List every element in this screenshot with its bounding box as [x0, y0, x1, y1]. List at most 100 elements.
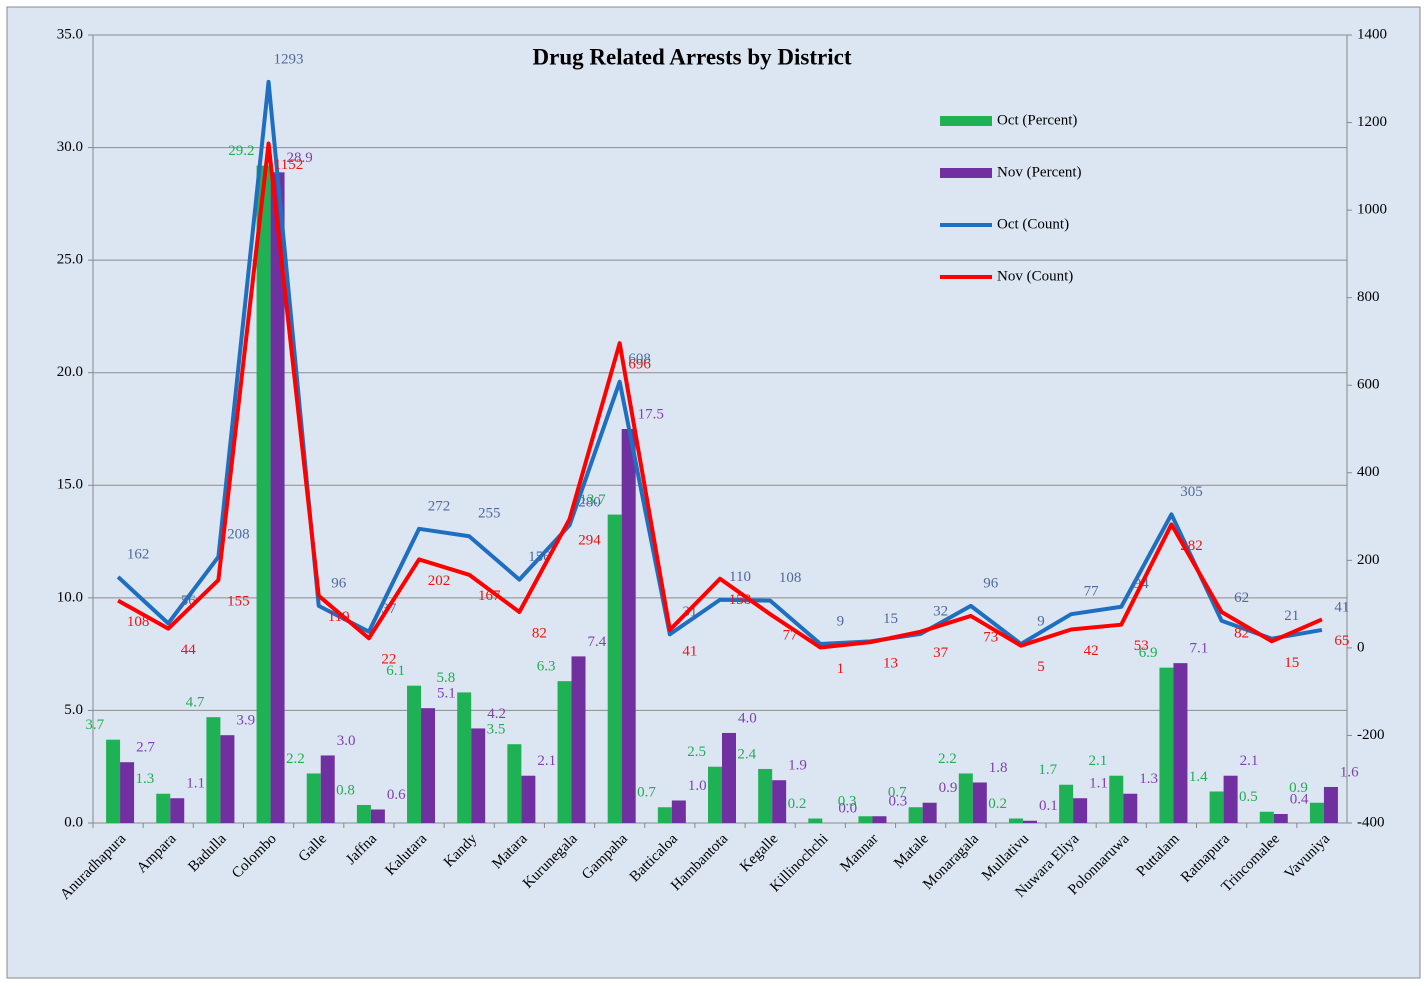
y-tick-label: 35.0 [57, 26, 83, 42]
data-label: 9 [837, 613, 845, 629]
data-label: 0.0 [838, 800, 857, 816]
bar [621, 429, 636, 823]
data-label: 1.0 [688, 778, 707, 794]
data-label: 44 [181, 642, 197, 658]
bar [156, 793, 171, 823]
bar [120, 762, 135, 823]
legend-swatch [940, 168, 992, 178]
bar [958, 773, 973, 823]
data-label: 280 [578, 495, 601, 511]
y2-tick-label: 800 [1357, 289, 1380, 305]
y-tick-label: 20.0 [57, 364, 83, 380]
data-label: 21 [1284, 608, 1299, 624]
bar [607, 514, 622, 823]
bar [471, 728, 486, 823]
data-label: 1.7 [1038, 762, 1057, 778]
data-label: 3.0 [337, 733, 356, 749]
data-label: 96 [983, 575, 999, 591]
bar [1209, 791, 1224, 823]
chart-title: Drug Related Arrests by District [533, 44, 852, 69]
data-label: 3.5 [487, 722, 506, 738]
data-label: 15 [883, 611, 898, 627]
bar [220, 735, 235, 823]
y2-tick-label: -200 [1357, 727, 1385, 743]
data-label: 1.8 [989, 760, 1008, 776]
bar [722, 732, 736, 823]
data-label: 42 [1084, 643, 1099, 659]
bar [657, 807, 672, 823]
data-label: 77 [1084, 584, 1100, 600]
data-label: 155 [227, 593, 250, 609]
data-label: 110 [729, 569, 751, 585]
data-label: 3.9 [236, 713, 255, 729]
data-label: 5.1 [437, 686, 456, 702]
legend-label: Oct (Percent) [997, 112, 1077, 128]
y-tick-label: 30.0 [57, 139, 83, 155]
data-label: 0.6 [387, 787, 406, 803]
data-label: 13.7 [579, 492, 606, 508]
bar [370, 809, 385, 823]
y2-tick-label: 1000 [1357, 202, 1387, 218]
data-label: 255 [478, 506, 501, 522]
bar [1109, 775, 1124, 823]
data-label: 13 [883, 656, 898, 672]
bar [320, 755, 335, 823]
data-label: 2.4 [737, 746, 756, 762]
data-label: 1.1 [1089, 776, 1108, 792]
data-label: 5.8 [436, 670, 455, 686]
data-label: 15 [1284, 655, 1299, 671]
bar [457, 692, 472, 823]
data-label: 0.3 [888, 794, 907, 810]
y-tick-label: 15.0 [57, 477, 83, 493]
data-label: 158 [729, 592, 752, 608]
data-label: 82 [532, 625, 547, 641]
y-tick-label: 10.0 [57, 589, 83, 605]
bar [1159, 667, 1174, 823]
bar [270, 172, 285, 823]
bar [872, 816, 887, 823]
data-label: 167 [478, 588, 501, 604]
bar [571, 656, 586, 823]
bar [808, 818, 823, 823]
data-label: 29.2 [228, 143, 254, 159]
bar [356, 804, 371, 823]
bar [1059, 784, 1074, 823]
data-label: 696 [628, 357, 651, 373]
data-label: 2.2 [286, 751, 305, 767]
data-label: 77 [783, 628, 799, 644]
data-label: 1.1 [186, 776, 205, 792]
y-tick-label: 5.0 [64, 702, 83, 718]
data-label: 0.3 [838, 794, 857, 810]
y2-tick-label: 0 [1357, 639, 1365, 655]
data-label: 6.3 [537, 659, 556, 675]
data-label: 1.3 [1139, 771, 1158, 787]
y2-tick-label: -400 [1357, 814, 1385, 830]
legend-swatch [940, 116, 992, 126]
data-label: 162 [127, 546, 150, 562]
data-label: 0.7 [888, 785, 907, 801]
data-label: 4.2 [487, 706, 506, 722]
bar [256, 165, 271, 823]
data-label: 108 [779, 570, 802, 586]
line [117, 141, 1323, 650]
bar [708, 766, 722, 823]
data-label: 41 [1334, 599, 1349, 615]
bar [206, 717, 221, 823]
data-label: 4.0 [738, 710, 757, 726]
data-label: 53 [1134, 638, 1149, 654]
data-label: 272 [428, 498, 451, 514]
y2-tick-label: 1400 [1357, 26, 1387, 42]
bar [521, 775, 536, 823]
data-label: 208 [227, 526, 250, 542]
data-label: 0.9 [1289, 780, 1308, 796]
y-tick-label: 0.0 [64, 814, 83, 830]
bar [1173, 663, 1188, 823]
bar [671, 800, 686, 823]
data-label: 1293 [274, 51, 304, 67]
data-label: 0.8 [336, 782, 355, 798]
data-label: 1 [837, 661, 845, 677]
bar [407, 685, 422, 823]
data-label: 2.5 [687, 744, 706, 760]
bar [170, 798, 185, 823]
